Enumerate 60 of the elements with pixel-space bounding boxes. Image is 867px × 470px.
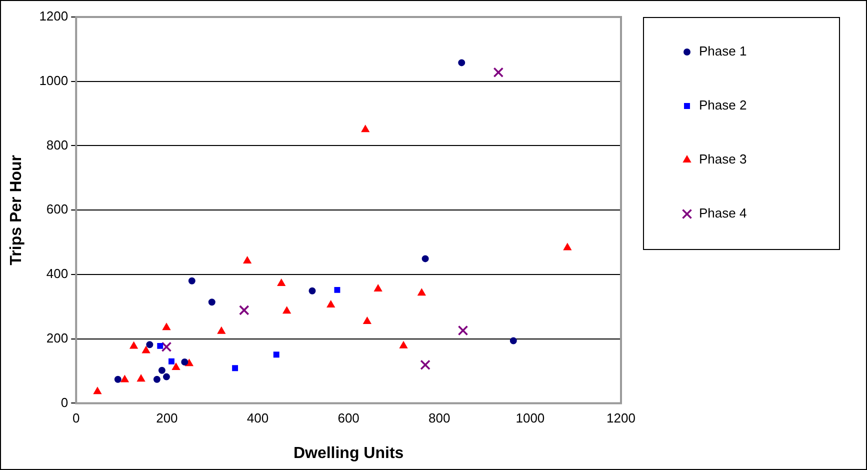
x-tick-label: 0 bbox=[72, 410, 80, 426]
point bbox=[162, 323, 170, 330]
point bbox=[418, 288, 426, 296]
point bbox=[493, 67, 504, 78]
point bbox=[458, 59, 466, 66]
y-tick-label: 1200 bbox=[39, 8, 68, 24]
point bbox=[308, 287, 316, 294]
point bbox=[172, 362, 180, 370]
point bbox=[208, 298, 216, 306]
point bbox=[277, 278, 286, 286]
legend-label: Phase 3 bbox=[699, 152, 747, 167]
point bbox=[334, 286, 340, 293]
point bbox=[400, 341, 408, 348]
x-axis-title: Dwelling Units bbox=[293, 444, 404, 462]
point bbox=[243, 256, 252, 264]
point bbox=[158, 366, 166, 374]
legend-label: Phase 1 bbox=[699, 44, 747, 59]
point bbox=[120, 375, 129, 382]
x-tick-label: 400 bbox=[246, 410, 269, 426]
y-tick-label: 200 bbox=[46, 330, 68, 346]
point bbox=[157, 342, 164, 349]
point bbox=[130, 342, 138, 349]
point bbox=[137, 374, 146, 382]
point bbox=[510, 337, 517, 344]
point bbox=[563, 243, 572, 250]
point bbox=[273, 352, 280, 358]
point bbox=[374, 284, 382, 292]
y-tick-label: 600 bbox=[46, 202, 68, 217]
point bbox=[181, 358, 188, 366]
y-tick-label: 800 bbox=[46, 137, 68, 152]
point bbox=[93, 387, 102, 394]
point bbox=[363, 316, 372, 324]
point bbox=[361, 125, 370, 132]
point bbox=[146, 341, 154, 348]
x-tick-label: 1200 bbox=[606, 410, 636, 426]
y-tick-label: 1000 bbox=[39, 72, 68, 88]
point bbox=[161, 342, 172, 352]
x-tick-label: 1000 bbox=[516, 410, 545, 426]
point bbox=[217, 326, 226, 334]
point bbox=[168, 358, 174, 364]
point bbox=[458, 325, 468, 336]
point bbox=[422, 255, 429, 262]
point bbox=[282, 306, 291, 314]
point bbox=[162, 373, 170, 380]
point bbox=[326, 300, 335, 308]
point bbox=[153, 376, 160, 383]
x-tick-label: 800 bbox=[428, 410, 450, 426]
y-axis-title: Trips Per Hour bbox=[8, 154, 26, 266]
point bbox=[188, 277, 196, 284]
legend-label: Phase 2 bbox=[699, 98, 747, 113]
point bbox=[142, 346, 150, 354]
y-tick-label: 0 bbox=[60, 394, 68, 410]
point bbox=[232, 365, 238, 372]
legend-label: Phase 4 bbox=[699, 206, 747, 221]
y-tick-label: 400 bbox=[46, 266, 68, 282]
point bbox=[238, 305, 250, 316]
point bbox=[420, 360, 430, 370]
x-tick-label: 600 bbox=[338, 410, 360, 426]
x-tick-label: 200 bbox=[156, 410, 178, 426]
point bbox=[114, 376, 122, 383]
